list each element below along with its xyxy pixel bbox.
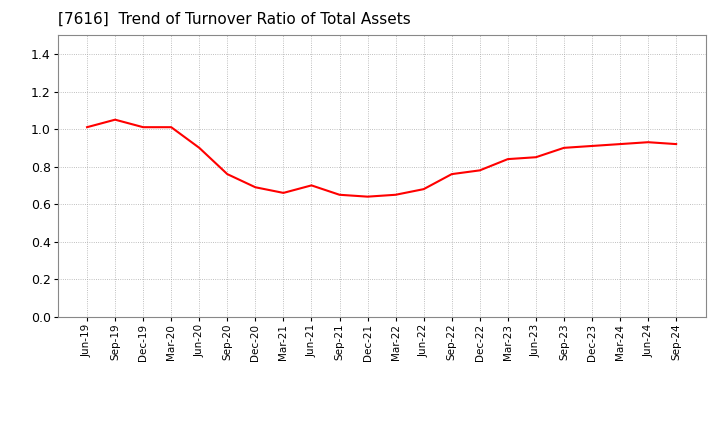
Text: [7616]  Trend of Turnover Ratio of Total Assets: [7616] Trend of Turnover Ratio of Total …: [58, 12, 410, 27]
